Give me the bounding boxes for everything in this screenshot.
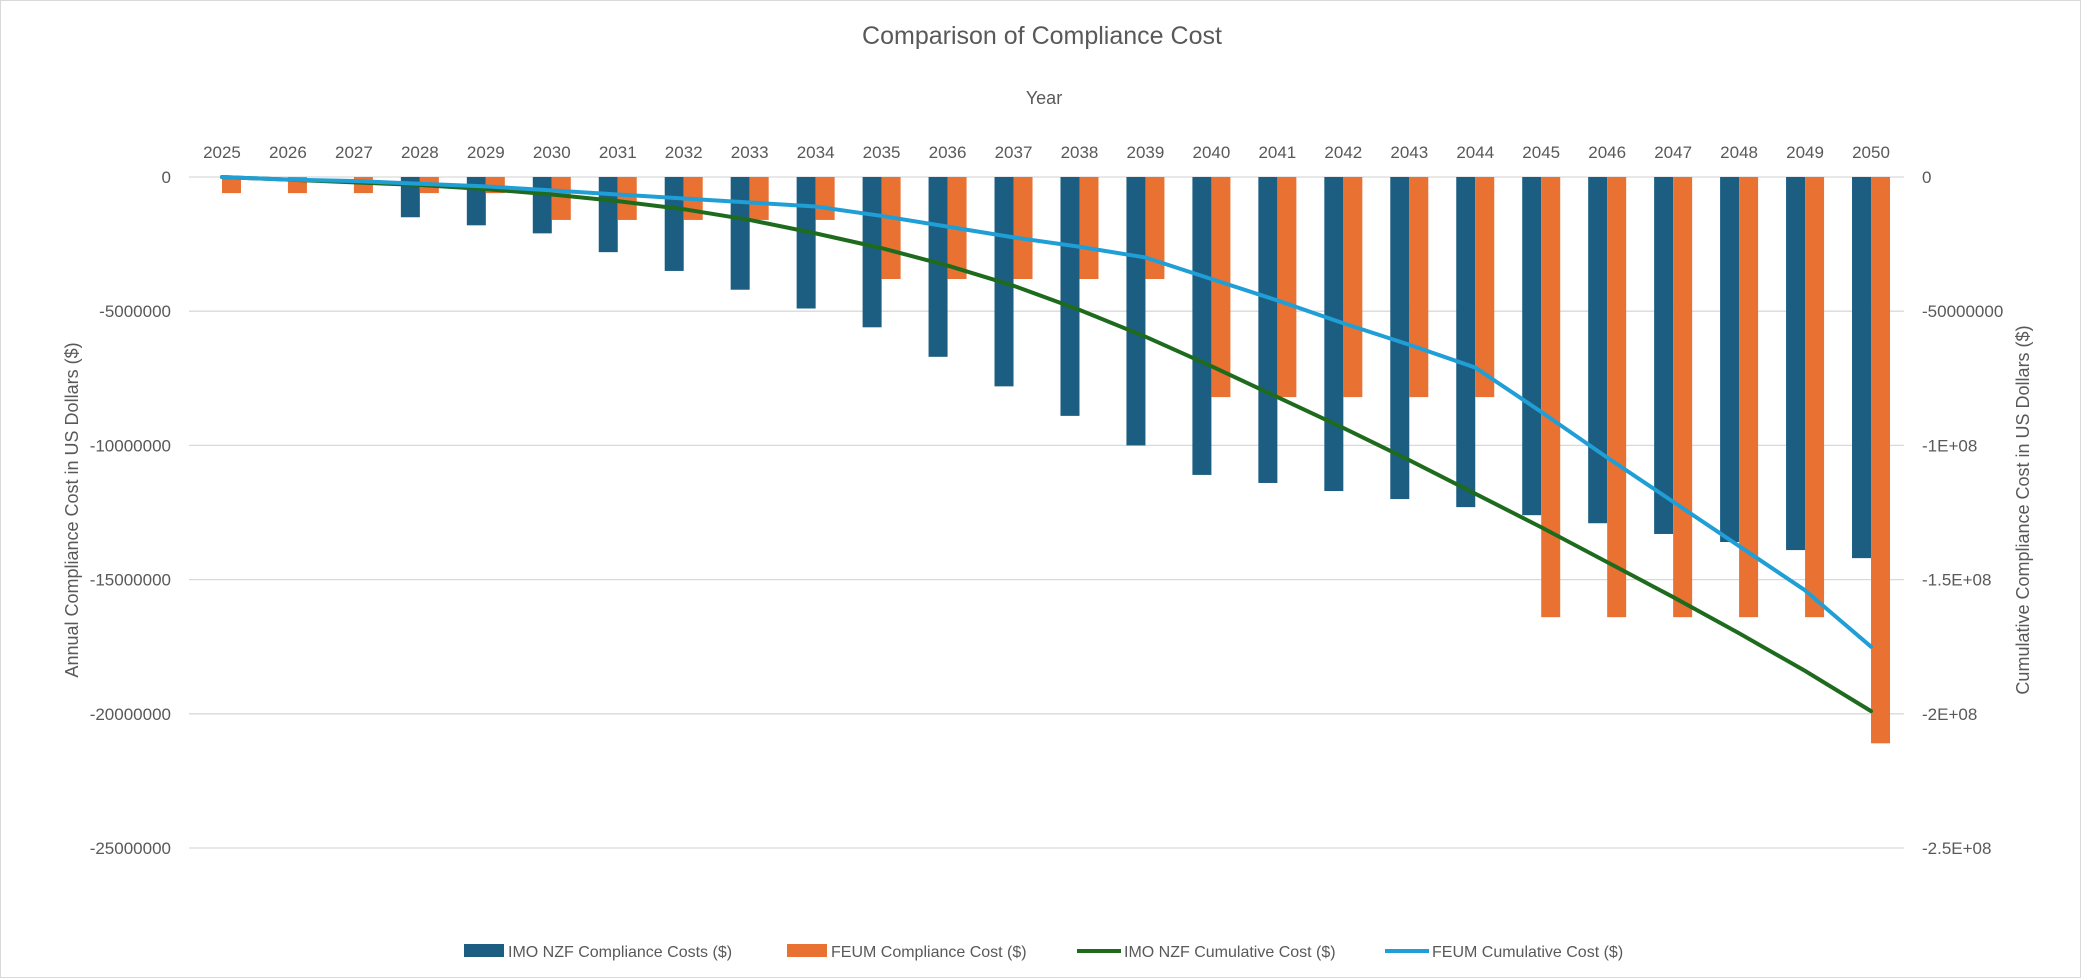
bar: [881, 177, 901, 279]
bar: [1852, 177, 1872, 559]
bar: [1192, 177, 1212, 475]
y2-tick-label: -50000000: [1922, 302, 2003, 321]
bar: [1060, 177, 1080, 416]
x-tick-label: 2040: [1192, 143, 1230, 162]
x-tick-label: 2041: [1258, 143, 1296, 162]
y-tick-label: -20000000: [90, 705, 171, 724]
y-tick-label: -15000000: [90, 571, 171, 590]
x-tick-label: 2027: [335, 143, 373, 162]
bar: [1541, 177, 1561, 618]
bar: [1720, 177, 1740, 543]
bar: [862, 177, 882, 328]
y-tick-label: -10000000: [90, 436, 171, 455]
x-tick-label: 2043: [1390, 143, 1428, 162]
bar: [1324, 177, 1344, 492]
y2-tick-label: -2.5E+08: [1922, 839, 1991, 858]
bar: [1607, 177, 1627, 618]
legend-label: IMO NZF Compliance Costs ($): [508, 944, 732, 961]
bar: [1805, 177, 1825, 618]
bar: [815, 177, 835, 220]
y-tick-label: -25000000: [90, 839, 171, 858]
legend-label: FEUM Compliance Cost ($): [831, 944, 1027, 961]
bar: [730, 177, 750, 290]
x-tick-label: 2030: [533, 143, 571, 162]
x-tick-label: 2050: [1852, 143, 1890, 162]
x-tick-label: 2034: [797, 143, 835, 162]
y2-tick-label: -1.5E+08: [1922, 571, 1991, 590]
x-tick-label: 2033: [731, 143, 769, 162]
bar: [532, 177, 552, 234]
bar: [749, 177, 769, 220]
chart-title: Comparison of Compliance Cost: [862, 22, 1222, 50]
x-tick-label: 2028: [401, 143, 439, 162]
y2-tick-label: -2E+08: [1922, 705, 1977, 724]
bar: [796, 177, 816, 309]
series-line: [219, 175, 1874, 714]
bar: [1126, 177, 1146, 446]
bar: [1145, 177, 1165, 279]
bar: [1522, 177, 1542, 516]
bar: [1786, 177, 1806, 551]
legend-swatch: [787, 944, 827, 957]
lines: [219, 175, 1874, 714]
legend-label: FEUM Cumulative Cost ($): [1432, 944, 1623, 961]
y2-tick-label: -1E+08: [1922, 436, 1977, 455]
bar: [221, 177, 241, 194]
x-tick-label: 2037: [995, 143, 1033, 162]
bar: [1654, 177, 1674, 534]
y2-axis-title: Cumulative Compliance Cost in US Dollars…: [2013, 325, 2033, 694]
y-tick-label: -5000000: [99, 302, 171, 321]
x-tick-label: 2039: [1127, 143, 1165, 162]
bar: [1343, 177, 1363, 398]
bar: [1588, 177, 1608, 524]
legend-swatch: [464, 944, 504, 957]
bar: [1739, 177, 1759, 618]
x-tick-label: 2042: [1324, 143, 1362, 162]
bar: [1871, 177, 1891, 744]
x-tick-label: 2049: [1786, 143, 1824, 162]
bar: [1258, 177, 1278, 483]
bars: [221, 177, 1891, 744]
bar: [1456, 177, 1476, 508]
x-tick-label: 2029: [467, 143, 505, 162]
bar: [400, 177, 420, 218]
bar: [1673, 177, 1693, 618]
x-tick-label: 2047: [1654, 143, 1692, 162]
bar: [1211, 177, 1231, 398]
x-tick-label: 2026: [269, 143, 307, 162]
x-tick-label: 2032: [665, 143, 703, 162]
bar: [1409, 177, 1429, 398]
gridlines: [189, 176, 1904, 849]
x-tick-label: 2045: [1522, 143, 1560, 162]
bar: [1475, 177, 1495, 398]
x-tick-label: 2044: [1456, 143, 1494, 162]
y2-tick-label: 0: [1922, 168, 1931, 187]
x-tick-label: 2035: [863, 143, 901, 162]
x-tick-label: 2031: [599, 143, 637, 162]
bar: [617, 177, 637, 220]
bar: [1079, 177, 1099, 279]
legend-label: IMO NZF Cumulative Cost ($): [1124, 944, 1336, 961]
y-tick-label: 0: [162, 168, 171, 187]
bar: [1277, 177, 1297, 398]
x-tick-label: 2048: [1720, 143, 1758, 162]
x-tick-label: 2025: [203, 143, 241, 162]
x-tick-label: 2046: [1588, 143, 1626, 162]
bar: [1390, 177, 1410, 500]
legend: IMO NZF Compliance Costs ($) FEUM Complia…: [464, 944, 1623, 961]
bar: [598, 177, 618, 253]
bar: [1013, 177, 1033, 279]
bar: [664, 177, 684, 271]
x-tick-label: 2036: [929, 143, 967, 162]
x-axis-title: Year: [1026, 88, 1062, 108]
bar: [551, 177, 571, 220]
y-axis-title: Annual Compliance Cost in US Dollars ($): [62, 342, 82, 677]
x-tick-label: 2038: [1061, 143, 1099, 162]
series-line: [219, 175, 1874, 649]
tick-labels: 0 -5000000 -10000000 -15000000 -20000000 -250…: [90, 143, 2004, 858]
bar: [928, 177, 948, 357]
